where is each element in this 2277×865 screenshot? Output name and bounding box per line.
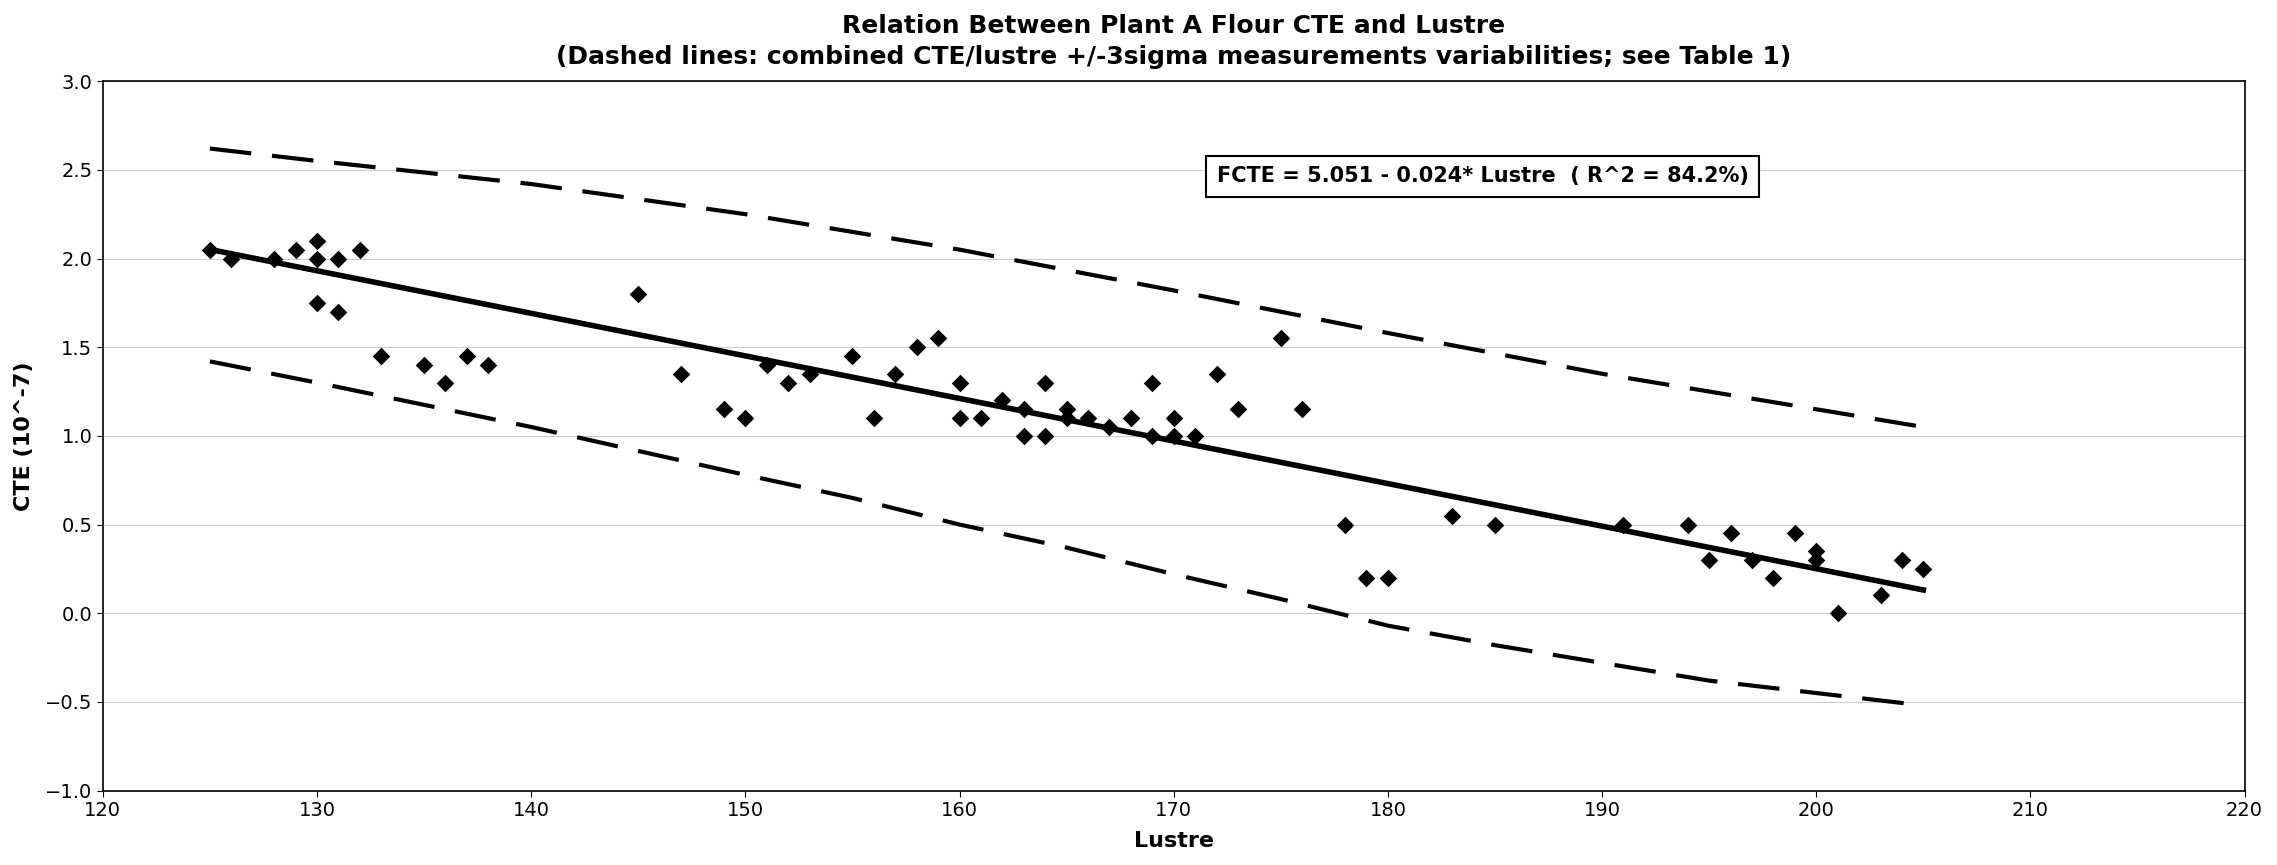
Point	[920, 331, 956, 345]
Point	[1047, 402, 1084, 416]
Point	[792, 367, 829, 381]
Point	[1435, 509, 1471, 522]
Point	[1327, 517, 1364, 531]
Point	[428, 375, 465, 389]
Point	[1776, 527, 1812, 541]
Point	[1047, 411, 1084, 425]
Point	[469, 358, 505, 372]
Point	[770, 375, 806, 389]
Point	[1134, 375, 1170, 389]
Point	[1605, 517, 1642, 531]
Point	[1348, 571, 1384, 585]
Point	[1027, 375, 1063, 389]
Point	[191, 243, 228, 257]
Point	[1756, 571, 1792, 585]
Point	[940, 375, 977, 389]
Point	[298, 252, 335, 266]
X-axis label: Lustre: Lustre	[1134, 831, 1214, 851]
Point	[1371, 571, 1407, 585]
Point	[726, 411, 763, 425]
Point	[1027, 429, 1063, 443]
Point	[663, 367, 699, 381]
Point	[619, 287, 656, 301]
Point	[1220, 402, 1257, 416]
Point	[1733, 553, 1769, 567]
Point	[214, 252, 250, 266]
Point	[984, 394, 1020, 407]
Point	[1070, 411, 1107, 425]
Point	[1692, 553, 1728, 567]
Text: FCTE = 5.051 - 0.024* Lustre  ( R^2 = 84.2%): FCTE = 5.051 - 0.024* Lustre ( R^2 = 84.…	[1216, 166, 1749, 186]
Point	[1799, 553, 1835, 567]
Point	[1819, 606, 1856, 620]
Point	[321, 252, 357, 266]
Point	[1006, 429, 1043, 443]
Point	[449, 349, 485, 363]
Point	[1154, 429, 1191, 443]
Point	[1712, 527, 1749, 541]
Point	[1799, 544, 1835, 558]
Point	[1091, 420, 1127, 434]
Point	[1198, 367, 1234, 381]
Point	[899, 340, 936, 354]
Point	[1113, 411, 1150, 425]
Point	[1906, 562, 1942, 576]
Point	[1669, 517, 1705, 531]
Point	[1261, 331, 1298, 345]
Y-axis label: CTE (10^-7): CTE (10^-7)	[14, 361, 34, 510]
Point	[298, 234, 335, 247]
Point	[1154, 411, 1191, 425]
Point	[856, 411, 893, 425]
Title: Relation Between Plant A Flour CTE and Lustre
(Dashed lines: combined CTE/lustre: Relation Between Plant A Flour CTE and L…	[556, 14, 1792, 69]
Point	[963, 411, 1000, 425]
Point	[1284, 402, 1321, 416]
Point	[321, 304, 357, 318]
Point	[342, 243, 378, 257]
Point	[1883, 553, 1920, 567]
Point	[255, 252, 291, 266]
Point	[1006, 402, 1043, 416]
Point	[405, 358, 442, 372]
Point	[749, 358, 786, 372]
Point	[362, 349, 398, 363]
Point	[298, 296, 335, 310]
Point	[1863, 588, 1899, 602]
Point	[1478, 517, 1514, 531]
Point	[706, 402, 742, 416]
Point	[278, 243, 314, 257]
Point	[1177, 429, 1214, 443]
Point	[833, 349, 870, 363]
Point	[940, 411, 977, 425]
Point	[877, 367, 913, 381]
Point	[1134, 429, 1170, 443]
